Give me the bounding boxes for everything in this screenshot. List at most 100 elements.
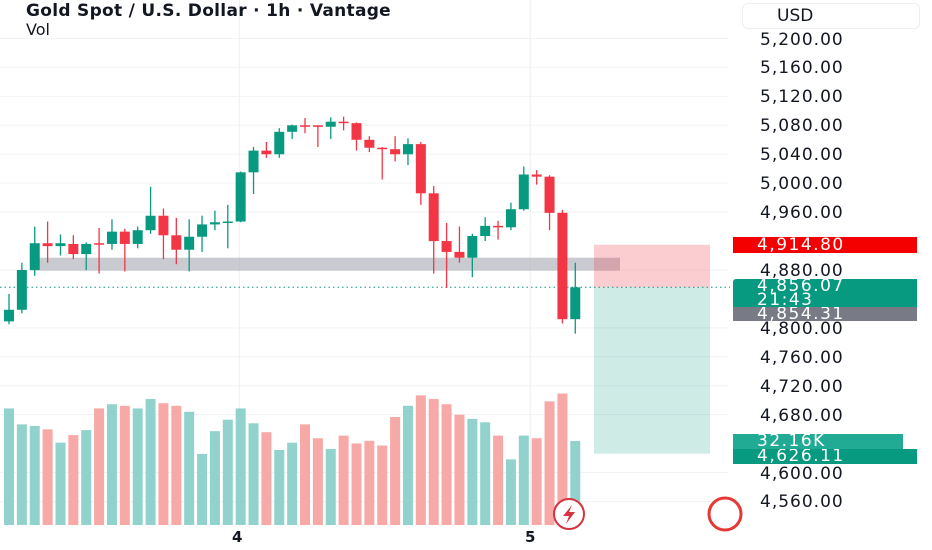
volume-bar bbox=[248, 423, 259, 525]
candle-body bbox=[4, 309, 14, 322]
candle-body bbox=[81, 243, 92, 255]
candle-body bbox=[287, 125, 298, 132]
candle-body bbox=[106, 231, 117, 244]
volume-bar bbox=[364, 440, 375, 525]
volume-indicator-label: Vol bbox=[26, 20, 50, 39]
volume-bar bbox=[544, 401, 555, 525]
volume-bar bbox=[441, 404, 452, 525]
price-axis-label: 4,760.00 bbox=[760, 347, 844, 368]
volume-bar bbox=[158, 403, 169, 525]
volume-bar bbox=[16, 424, 27, 525]
price-axis-label: 5,200.00 bbox=[760, 29, 844, 50]
candle-body bbox=[42, 243, 53, 247]
price-axis-label: 5,120.00 bbox=[760, 87, 844, 108]
symbol-title: Gold Spot / U.S. Dollar · 1h · Vantage bbox=[26, 1, 392, 21]
candle-body bbox=[505, 209, 516, 228]
volume-bar bbox=[94, 408, 105, 525]
volume-bar bbox=[132, 408, 143, 525]
candle-body bbox=[197, 224, 208, 237]
volume-bar bbox=[338, 435, 349, 525]
candle-body bbox=[402, 144, 413, 155]
price-axis-label: 5,040.00 bbox=[760, 145, 844, 166]
time-label-5: 5 bbox=[525, 528, 536, 546]
volume-bar bbox=[557, 393, 568, 525]
volume-tag: 32.16K bbox=[733, 434, 903, 449]
price-axis-label: 5,080.00 bbox=[760, 116, 844, 137]
candle-body bbox=[467, 235, 478, 258]
volume-bar bbox=[209, 431, 220, 525]
stop-loss-tag: 4,914.80 bbox=[733, 237, 917, 253]
candle-body bbox=[119, 231, 130, 244]
volume-bar bbox=[222, 419, 233, 525]
candle-body bbox=[557, 212, 568, 320]
candle-body bbox=[261, 150, 272, 155]
currency-button[interactable]: USD bbox=[742, 3, 920, 29]
last-price: 4,856.07 bbox=[757, 279, 845, 296]
candle-body bbox=[364, 139, 375, 148]
price-axis-label: 4,960.00 bbox=[760, 203, 844, 224]
volume-bar bbox=[467, 418, 478, 525]
candle-body bbox=[55, 243, 66, 247]
candle-body bbox=[248, 150, 259, 173]
price-axis-label: 4,600.00 bbox=[760, 463, 844, 484]
candle-body bbox=[454, 251, 465, 258]
candle-body bbox=[209, 222, 220, 225]
volume-bar bbox=[300, 424, 311, 525]
candle-body bbox=[312, 125, 323, 127]
time-label-4: 4 bbox=[232, 528, 243, 546]
candle-body bbox=[428, 193, 439, 242]
candle-body bbox=[325, 121, 336, 127]
candle-body bbox=[132, 230, 143, 244]
candle-body bbox=[493, 225, 504, 228]
volume-bar bbox=[29, 425, 40, 525]
stop-loss-zone bbox=[594, 244, 710, 288]
volume-bar bbox=[505, 459, 516, 525]
candle-body bbox=[158, 215, 169, 236]
candle-body bbox=[570, 287, 581, 320]
volume-bar bbox=[287, 442, 298, 525]
volume-bar bbox=[518, 435, 529, 525]
candle-body bbox=[390, 149, 401, 155]
candle-body bbox=[274, 131, 285, 155]
bar-countdown: 21:43 bbox=[757, 290, 814, 308]
take-profit-zone bbox=[594, 287, 710, 454]
volume-bar bbox=[4, 408, 14, 525]
bid-price-tag: 4,854.31 bbox=[733, 307, 917, 321]
volume-bar bbox=[55, 442, 66, 525]
target-price-tag: 4,626.11 bbox=[733, 449, 917, 464]
candle-body bbox=[544, 176, 555, 213]
volume-bar bbox=[415, 395, 426, 525]
volume-bar bbox=[171, 405, 182, 525]
candle-body bbox=[377, 147, 388, 150]
volume-bar bbox=[325, 448, 336, 525]
volume-bar bbox=[312, 438, 323, 525]
candle-body bbox=[16, 269, 27, 310]
candle-body bbox=[184, 236, 195, 250]
volume-bar bbox=[42, 429, 53, 525]
volume-bar bbox=[480, 422, 491, 525]
volume-bar bbox=[235, 408, 246, 525]
candle-body bbox=[441, 241, 452, 252]
candle-body bbox=[351, 123, 362, 140]
volume-bar bbox=[81, 430, 92, 525]
candle-body bbox=[145, 215, 156, 231]
volume-bar bbox=[402, 405, 413, 525]
candle-body bbox=[531, 174, 542, 177]
volume-bar bbox=[570, 440, 581, 525]
price-axis-label: 5,160.00 bbox=[760, 58, 844, 79]
volume-bar bbox=[261, 432, 272, 525]
candle-body bbox=[338, 121, 349, 124]
price-axis-label: 4,800.00 bbox=[760, 318, 844, 339]
lightning-icon-glyph bbox=[563, 505, 575, 524]
price-axis-label: 4,680.00 bbox=[760, 405, 844, 426]
price-axis-label: 4,880.00 bbox=[760, 260, 844, 281]
candle-body bbox=[171, 235, 182, 250]
volume-bar bbox=[390, 417, 401, 525]
volume-bar bbox=[145, 399, 156, 525]
candle-body bbox=[94, 243, 105, 245]
candle-body bbox=[222, 221, 233, 224]
volume-bar bbox=[119, 405, 130, 525]
candle-body bbox=[518, 174, 529, 210]
volume-bar bbox=[68, 435, 79, 525]
